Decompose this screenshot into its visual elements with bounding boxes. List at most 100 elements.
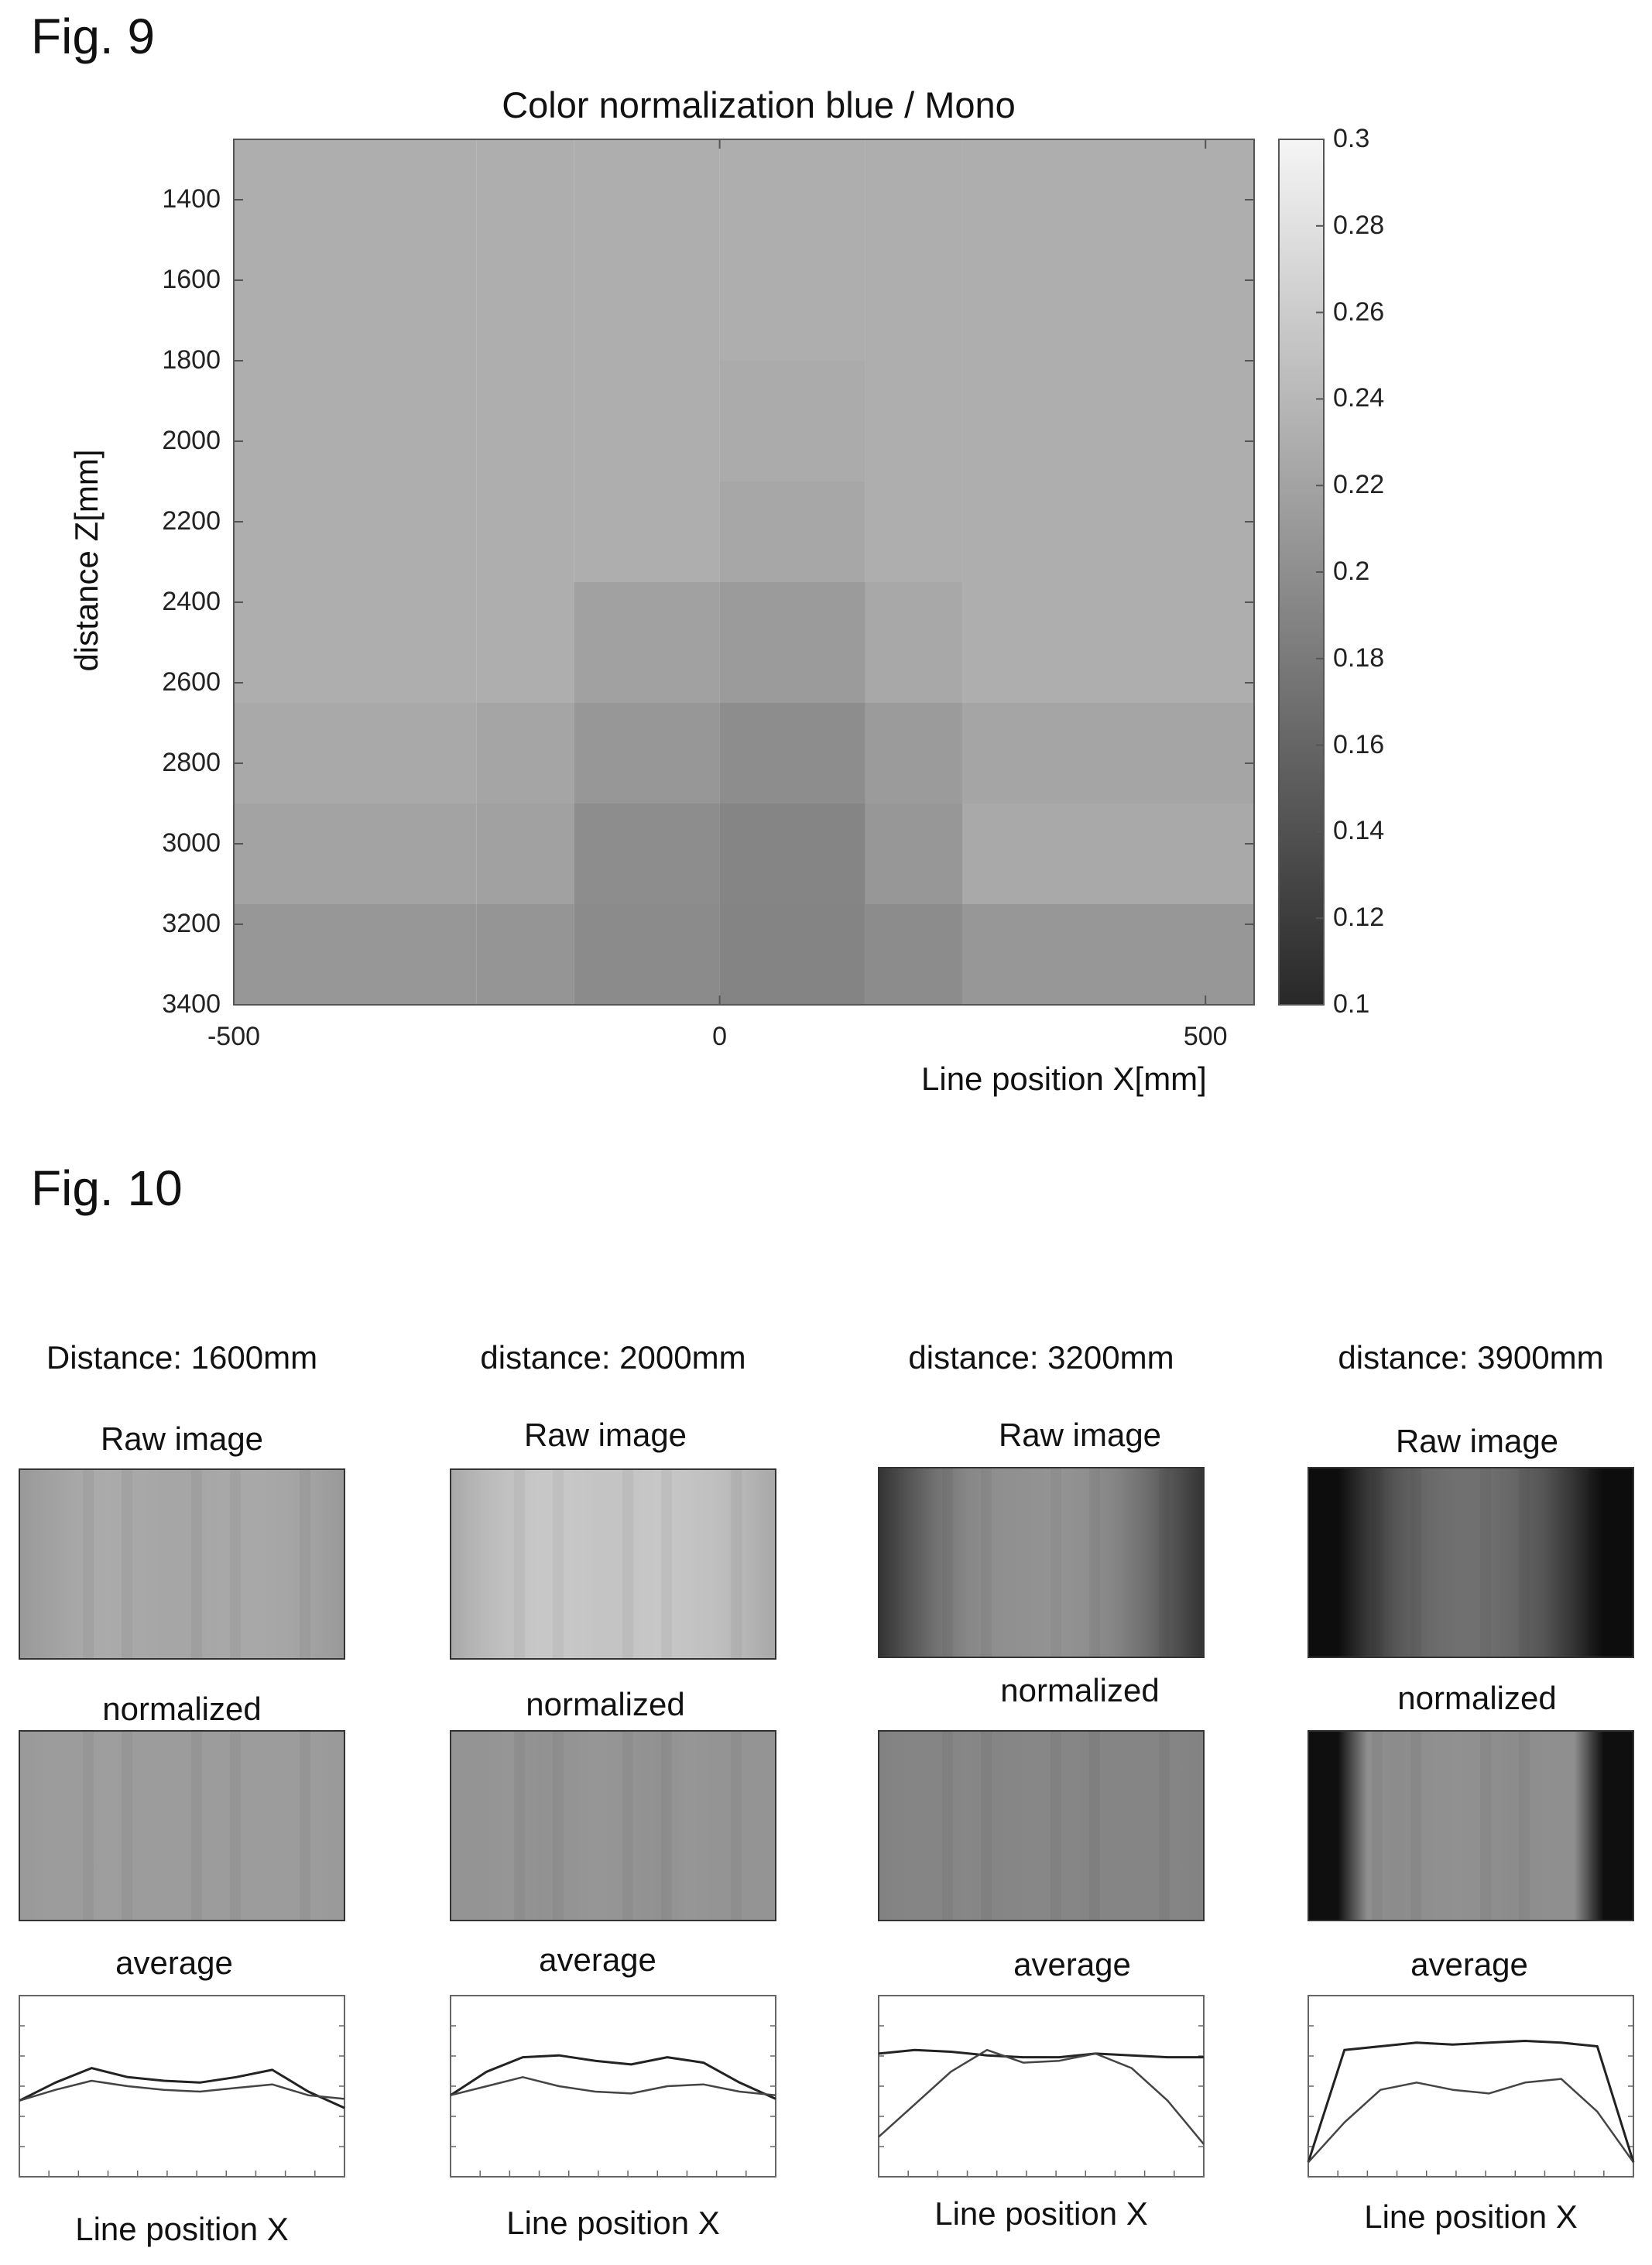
colorbar-tick-label: 0.22 <box>1333 470 1385 500</box>
average-label: average <box>115 1945 233 1981</box>
fig10-label: Fig. 10 <box>31 1160 183 1216</box>
image-band <box>622 1470 633 1658</box>
colorbar-tick-label: 0.24 <box>1333 383 1385 413</box>
panel-xlabel: Line position X <box>1364 2198 1578 2235</box>
image-band <box>661 1470 672 1658</box>
average-label: average <box>1410 1946 1528 1982</box>
x-tick-label: 500 <box>1183 1022 1228 1051</box>
heatmap-cell <box>962 904 1254 1005</box>
image-band <box>553 1732 564 1920</box>
heatmap-cell <box>865 361 963 481</box>
panel-xlabel: Line position X <box>75 2211 289 2247</box>
colorbar-tick-label: 0.3 <box>1333 124 1370 153</box>
average-line-normalized <box>19 2079 345 2102</box>
colorbar-tick-label: 0.14 <box>1333 816 1385 846</box>
image-band <box>83 1470 94 1658</box>
normalized-image <box>1308 1730 1634 1921</box>
heatmap-cell <box>962 804 1254 904</box>
image-band <box>122 1470 132 1658</box>
heatmap-cell <box>476 703 574 804</box>
image-band <box>622 1732 633 1920</box>
heatmap-cell <box>865 703 963 804</box>
image-band <box>300 1732 310 1920</box>
image-band <box>191 1732 202 1920</box>
image-band <box>1089 1732 1100 1920</box>
x-tick-label: -500 <box>207 1022 261 1051</box>
image-band <box>981 1468 992 1657</box>
y-tick-label: 2400 <box>162 587 221 616</box>
image-band <box>122 1732 132 1920</box>
heatmap-cell <box>962 361 1254 481</box>
heatmap-cell <box>719 703 865 804</box>
image-band <box>191 1470 202 1658</box>
raw-image-label: Raw image <box>100 1420 264 1457</box>
raw-image-label: Raw image <box>1395 1423 1559 1459</box>
average-line-raw <box>1307 2040 1635 2163</box>
raw-image <box>878 1467 1205 1658</box>
colorbar-tick-label: 0.28 <box>1333 210 1385 240</box>
image-band <box>731 1732 742 1920</box>
heatmap-cell <box>234 582 477 703</box>
y-tick-label: 2200 <box>162 506 221 536</box>
normalized-label: normalized <box>1397 1680 1557 1716</box>
image-band <box>1589 1468 1599 1657</box>
heatmap-cell <box>719 904 865 1005</box>
colorbar-tick-label: 0.26 <box>1333 296 1385 327</box>
normalized-label: normalized <box>102 1691 262 1727</box>
image-band <box>1410 1468 1421 1657</box>
average-plot-frame <box>450 1995 776 2178</box>
raw-image <box>1308 1467 1634 1658</box>
colorbar-tick-label: 0.2 <box>1333 557 1370 586</box>
heatmap-cell <box>962 703 1254 804</box>
image-band <box>731 1470 742 1658</box>
average-plot-frame <box>878 1995 1205 2178</box>
heatmap-cell <box>234 139 477 361</box>
average-line-raw <box>19 2067 345 2109</box>
y-tick-label: 1800 <box>162 345 221 375</box>
fig9-heatmap <box>233 139 1325 1006</box>
image-band <box>83 1732 94 1920</box>
heatmap-cell <box>574 703 720 804</box>
normalized-image <box>450 1730 776 1921</box>
panel-xlabel: Line position X <box>506 2205 720 2241</box>
normalized-label: normalized <box>526 1686 685 1722</box>
normalized-label: normalized <box>1000 1672 1160 1708</box>
image-band <box>553 1470 564 1658</box>
panel-distance-label: distance: 2000mm <box>480 1339 746 1376</box>
raw-image <box>450 1468 776 1660</box>
fig9-xlabel: Line position X[mm] <box>921 1061 1207 1097</box>
colorbar-tick-label: 0.1 <box>1333 989 1370 1019</box>
image-band <box>514 1732 525 1920</box>
raw-image-label: Raw image <box>523 1417 687 1453</box>
y-tick-label: 3000 <box>162 828 221 858</box>
image-band <box>1480 1468 1491 1657</box>
panel-distance-label: Distance: 1600mm <box>46 1339 318 1376</box>
y-tick-label: 1600 <box>162 265 221 294</box>
average-line-raw <box>878 2048 1204 2059</box>
heatmap-cell <box>234 481 477 582</box>
raw-image-label: Raw image <box>998 1417 1162 1453</box>
heatmap-cell <box>574 582 720 703</box>
y-tick-label: 3200 <box>162 909 221 938</box>
average-line-normalized <box>878 2048 1205 2145</box>
average-label: average <box>1013 1946 1131 1982</box>
heatmap-cell <box>574 481 720 582</box>
colorbar-tick-label: 0.16 <box>1333 729 1385 759</box>
plot-frame <box>233 139 1255 1006</box>
image-band <box>1372 1468 1383 1657</box>
raw-image <box>19 1468 345 1660</box>
image-band <box>1159 1732 1170 1920</box>
image-band <box>300 1470 310 1658</box>
image-band <box>1589 1732 1599 1920</box>
colorbar-tick-label: 0.18 <box>1333 642 1385 673</box>
image-band <box>1050 1468 1061 1657</box>
average-line-raw <box>450 2054 776 2100</box>
heatmap-cell <box>476 804 574 904</box>
image-band <box>1089 1468 1100 1657</box>
heatmap-cell <box>962 139 1254 361</box>
heatmap-cell <box>865 582 963 703</box>
fig9-label: Fig. 9 <box>31 9 156 64</box>
fig9-title: Color normalization blue / Mono <box>502 84 1016 125</box>
panel-distance-label: distance: 3900mm <box>1338 1339 1604 1376</box>
